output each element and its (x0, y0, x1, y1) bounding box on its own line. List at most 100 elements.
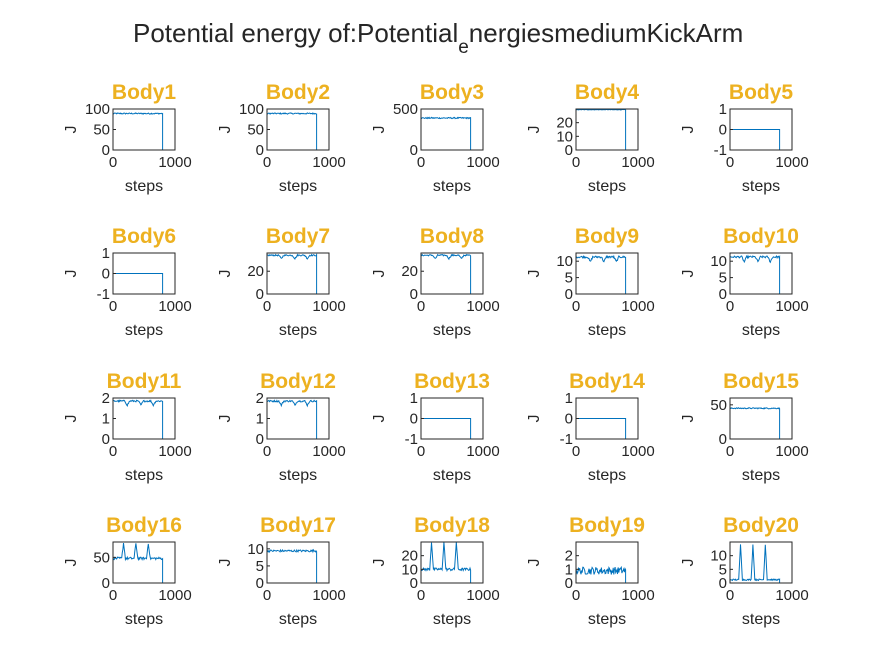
y-tick-label: 0 (719, 286, 727, 303)
x-tick-label: 0 (726, 154, 734, 171)
x-axis-label: steps (433, 178, 471, 195)
axes-box (420, 108, 484, 151)
axes-box (729, 541, 793, 584)
x-axis-label: steps (279, 178, 317, 195)
figure-title-main: Potential energy of:Potential (133, 18, 458, 48)
subplot-title: Body12 (260, 370, 336, 393)
subplot-body3: Body3 0 500 0 1000 steps J (371, 81, 500, 195)
figure-title-rest: nergiesmediumKickArm (469, 18, 744, 48)
x-tick-label: 1000 (621, 587, 654, 604)
x-tick-label: 1000 (466, 587, 499, 604)
y-axis-label: J (63, 126, 80, 134)
subplot-title: Body7 (266, 225, 330, 248)
x-tick-label: 0 (263, 154, 271, 171)
y-tick-label: 2 (565, 548, 573, 565)
series-line (267, 548, 318, 583)
subplot-title: Body1 (112, 81, 177, 104)
subplot-title: Body16 (106, 514, 182, 537)
y-axis-label: J (526, 126, 543, 134)
series-line (421, 253, 472, 294)
y-tick-label: 10 (556, 253, 573, 270)
subplot-title: Body2 (266, 81, 330, 104)
x-tick-label: 0 (572, 298, 580, 315)
y-axis-label: J (371, 270, 388, 278)
y-tick-label: 10 (710, 548, 727, 565)
x-tick-label: 0 (572, 443, 580, 460)
y-tick-label: 0 (565, 411, 573, 428)
subplot-title: Body6 (112, 225, 176, 248)
y-tick-label: 1 (102, 245, 110, 262)
series-line (576, 418, 627, 439)
x-axis-label: steps (742, 467, 780, 484)
series-line (113, 542, 164, 583)
y-tick-label: 0 (410, 286, 418, 303)
y-tick-label: 1 (719, 101, 727, 118)
x-tick-label: 0 (109, 298, 117, 315)
x-tick-label: 1000 (312, 154, 345, 171)
axes-box (112, 397, 176, 440)
x-axis-label: steps (742, 178, 780, 195)
y-axis-label: J (217, 270, 234, 278)
figure-title: Potential energy of:Potentialenergiesmed… (133, 18, 743, 58)
y-axis-label: J (63, 559, 80, 567)
x-axis-label: steps (588, 467, 626, 484)
y-tick-label: 0 (410, 142, 418, 159)
series-line (730, 544, 781, 583)
y-axis-label: J (680, 559, 697, 567)
series-line (576, 254, 627, 294)
axes-box (575, 108, 639, 151)
y-tick-label: 0 (719, 575, 727, 592)
x-tick-label: 1000 (158, 443, 191, 460)
y-tick-label: 0 (719, 431, 727, 448)
y-tick-label: 10 (401, 561, 418, 578)
y-tick-label: 0 (719, 122, 727, 139)
x-tick-label: 0 (263, 443, 271, 460)
x-tick-label: 0 (417, 587, 425, 604)
x-tick-label: 1000 (621, 443, 654, 460)
x-tick-label: 0 (109, 154, 117, 171)
y-tick-label: 0 (565, 575, 573, 592)
x-tick-label: 1000 (312, 443, 345, 460)
y-axis-label: J (371, 415, 388, 423)
axes-box (575, 252, 639, 295)
y-tick-label: 2 (256, 390, 264, 407)
y-tick-label: -1 (714, 142, 727, 159)
series-line (267, 399, 318, 439)
x-axis-label: steps (588, 178, 626, 195)
y-tick-label: 0 (565, 142, 573, 159)
subplot-title: Body18 (414, 514, 490, 537)
axes-box (729, 252, 793, 295)
x-axis-label: steps (433, 467, 471, 484)
x-axis-label: steps (742, 611, 780, 628)
y-tick-label: 50 (247, 122, 264, 139)
x-axis-label: steps (279, 467, 317, 484)
y-axis-label: J (217, 559, 234, 567)
y-tick-label: 20 (401, 548, 418, 565)
axes-box (266, 108, 330, 151)
y-axis-label: J (680, 270, 697, 278)
y-axis-label: J (63, 270, 80, 278)
x-tick-label: 1000 (158, 298, 191, 315)
y-axis-label: J (217, 415, 234, 423)
axes-box (575, 541, 639, 584)
y-tick-label: 1 (102, 411, 110, 428)
y-tick-label: 1 (565, 561, 573, 578)
x-tick-label: 1000 (466, 154, 499, 171)
x-axis-label: steps (125, 467, 163, 484)
axes-box (266, 541, 330, 584)
subplot-title: Body17 (260, 514, 336, 537)
x-tick-label: 1000 (775, 443, 808, 460)
y-tick-label: 0 (256, 142, 264, 159)
subplot-title: Body9 (575, 225, 639, 248)
y-tick-label: 100 (239, 101, 264, 118)
y-tick-label: 20 (247, 263, 264, 280)
y-tick-label: 100 (85, 101, 110, 118)
axes-box (729, 397, 793, 440)
y-tick-label: 0 (102, 266, 110, 283)
subplot-title: Body15 (723, 370, 799, 393)
series-line (113, 273, 164, 294)
